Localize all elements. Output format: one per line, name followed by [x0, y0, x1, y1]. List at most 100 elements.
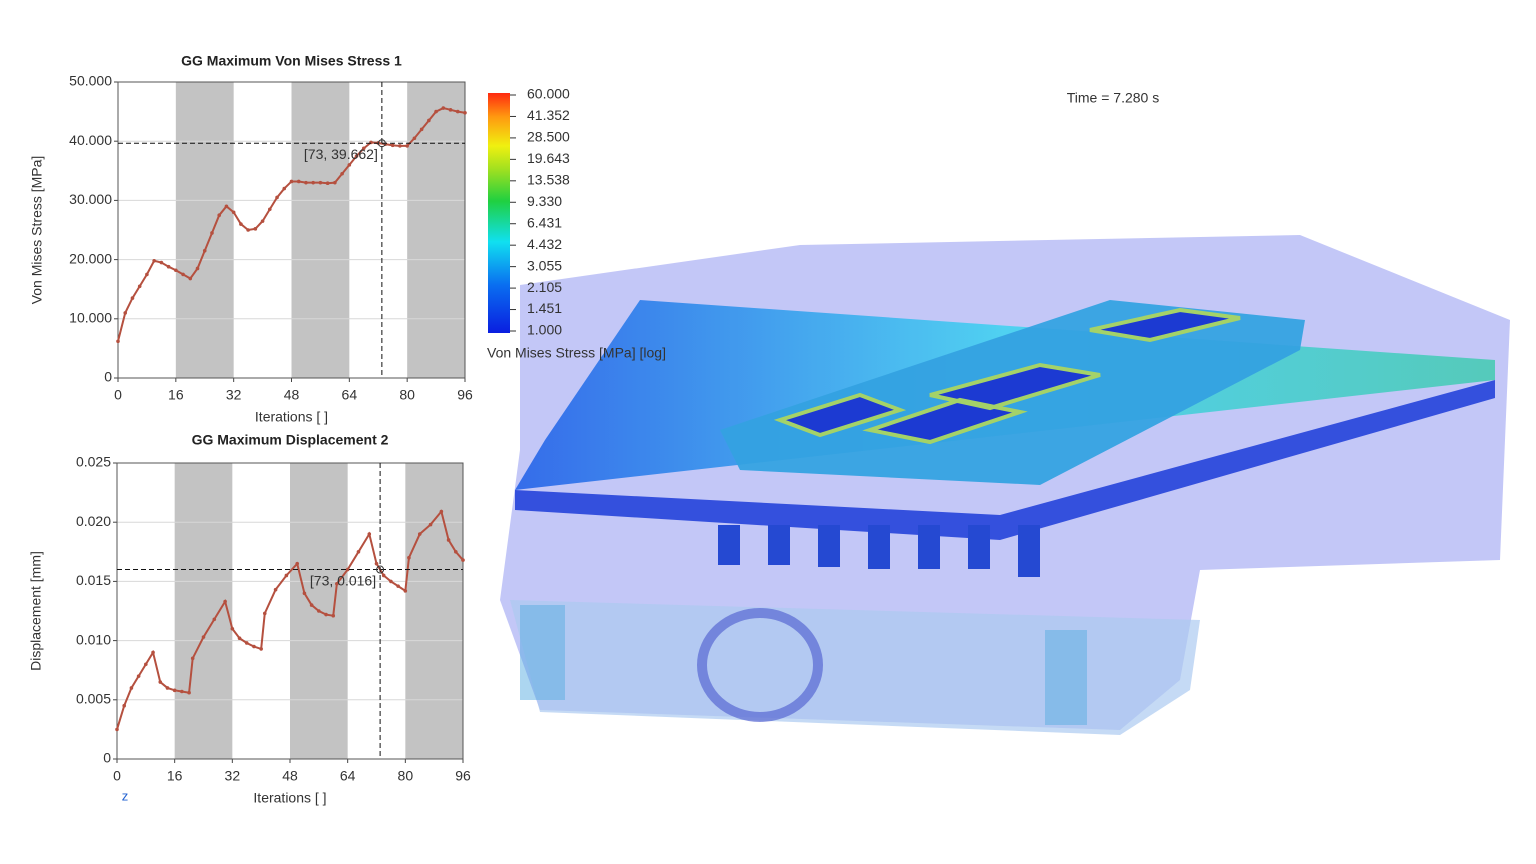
- chart-title: GG Maximum Von Mises Stress 1: [181, 53, 402, 69]
- y-tick-label: 50.000: [69, 73, 112, 89]
- data-point: [166, 264, 171, 269]
- fins: [718, 525, 1040, 577]
- data-point: [439, 509, 444, 514]
- data-point: [188, 276, 193, 281]
- data-point: [448, 108, 453, 112]
- model-view[interactable]: [500, 235, 1510, 735]
- x-tick-label: 80: [398, 768, 414, 784]
- data-point: [403, 589, 408, 593]
- data-point: [259, 647, 263, 651]
- colorbar-tick-label: 6.431: [527, 214, 562, 230]
- data-point: [237, 636, 242, 641]
- data-point: [340, 171, 344, 176]
- x-axis-label: Iterations [ ]: [255, 409, 328, 425]
- data-point: [282, 186, 287, 191]
- data-point: [201, 635, 206, 639]
- data-point: [390, 143, 395, 148]
- post: [1045, 630, 1087, 725]
- x-tick-label: 96: [457, 387, 473, 403]
- cursor-label: [73, 39.662]: [304, 146, 378, 162]
- colorbar-label: Von Mises Stress [MPa] [log]: [487, 345, 666, 361]
- plot-frame: [117, 81, 466, 379]
- data-point: [396, 584, 400, 588]
- data-point: [174, 268, 178, 273]
- x-tick-label: 32: [225, 768, 241, 784]
- data-point: [325, 181, 330, 186]
- data-point: [262, 611, 267, 616]
- data-point: [260, 219, 265, 223]
- y-tick-label: 0: [104, 369, 112, 385]
- data-point: [356, 550, 361, 554]
- data-point: [129, 686, 134, 690]
- y-tick-label: 0.025: [76, 454, 111, 470]
- base: [510, 600, 1200, 735]
- x-tick-label: 80: [399, 387, 415, 403]
- colorbar-tick-label: 1.451: [527, 300, 562, 316]
- data-point: [137, 284, 142, 289]
- colorbar-tick-label: 2.105: [527, 279, 562, 295]
- x-tick-label: 0: [113, 768, 121, 784]
- data-point: [412, 136, 417, 141]
- data-point: [333, 180, 337, 185]
- y-tick-label: 40.000: [69, 132, 112, 148]
- data-point: [246, 228, 250, 232]
- data-point: [159, 260, 164, 265]
- data-point: [311, 180, 315, 185]
- data-point: [295, 561, 300, 566]
- colorbar-tick-label: 41.352: [527, 107, 570, 123]
- x-tick-label: 16: [167, 768, 183, 784]
- data-point: [230, 626, 235, 631]
- colorbar-tick-label: 9.330: [527, 193, 562, 209]
- data-point: [224, 204, 229, 209]
- data-point: [268, 207, 272, 212]
- colorbar-tick-label: 19.643: [527, 150, 570, 166]
- data-point: [136, 674, 141, 678]
- data-point: [434, 109, 438, 114]
- time-label: Time = 7.280 s: [1067, 90, 1159, 106]
- data-point: [347, 163, 352, 167]
- data-point: [381, 573, 386, 578]
- data-point: [152, 258, 156, 263]
- shaded-band: [175, 82, 234, 378]
- colorbar-tick-label: 28.500: [527, 129, 570, 145]
- data-point: [304, 180, 308, 185]
- data-point: [123, 311, 128, 315]
- y-axis-label: Displacement [mm]: [28, 551, 44, 671]
- data-point: [181, 272, 185, 277]
- data-point: [195, 266, 200, 271]
- data-point: [289, 179, 294, 184]
- data-point: [441, 106, 446, 110]
- data-point: [309, 603, 314, 607]
- y-tick-label: 0.010: [76, 631, 111, 647]
- shaded-band: [291, 82, 350, 378]
- y-tick-label: 20.000: [69, 250, 112, 266]
- data-point: [345, 567, 350, 572]
- shaded-band: [407, 82, 465, 378]
- data-point: [273, 587, 278, 592]
- data-point: [389, 579, 393, 584]
- data-point: [275, 195, 279, 200]
- data-point: [145, 272, 149, 277]
- data-point: [453, 550, 458, 554]
- cursor-point: [377, 139, 386, 148]
- data-point: [317, 609, 321, 613]
- data-point: [144, 662, 148, 667]
- x-tick-label: 64: [342, 387, 358, 403]
- plot-frame: [116, 462, 464, 760]
- data-point: [244, 641, 249, 645]
- colorbar-tick-label: 13.538: [527, 172, 570, 188]
- data-point: [116, 339, 120, 344]
- pads: [773, 307, 1241, 445]
- x-axis-label: Iterations [ ]: [253, 790, 326, 806]
- data-point: [115, 727, 119, 732]
- colorbar-tick-label: 60.000: [527, 86, 570, 102]
- x-tick-label: 48: [282, 768, 298, 784]
- y-axis-label: Von Mises Stress [MPa]: [29, 156, 45, 305]
- data-point: [407, 555, 411, 560]
- data-point: [223, 599, 227, 604]
- x-tick-label: 32: [226, 387, 242, 403]
- y-tick-label: 30.000: [69, 191, 112, 207]
- data-point: [122, 703, 127, 708]
- data-point: [428, 522, 433, 527]
